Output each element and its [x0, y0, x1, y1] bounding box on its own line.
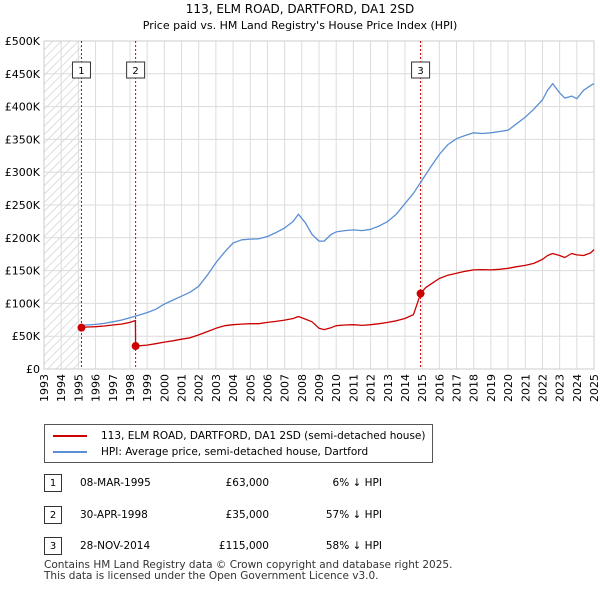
x-tick-label: 2001	[176, 374, 189, 402]
x-tick-label: 2012	[365, 374, 378, 402]
transaction-row: 2 30-APR-1998 £35,000 57% ↓ HPI	[44, 506, 444, 526]
sale-point	[77, 323, 86, 332]
transaction-hpi-diff: 57% ↓ HPI	[325, 509, 382, 521]
x-tick-label: 1995	[72, 374, 85, 402]
chart-legend: 113, ELM ROAD, DARTFORD, DA1 2SD (semi-d…	[44, 424, 433, 463]
x-tick-label: 1996	[90, 374, 103, 402]
y-tick-label: £200K	[5, 232, 41, 245]
transaction-row: 1 08-MAR-1995 £63,000 6% ↓ HPI	[44, 474, 444, 494]
y-tick-label: £250K	[5, 199, 41, 212]
x-tick-label: 2022	[536, 374, 549, 402]
x-tick-label: 2000	[158, 374, 171, 402]
transaction-row: 3 28-NOV-2014 £115,000 58% ↓ HPI	[44, 537, 444, 557]
footer-line-1: Contains HM Land Registry data © Crown c…	[44, 559, 453, 571]
y-tick-label: £150K	[5, 265, 41, 278]
y-tick-label: £300K	[5, 166, 41, 179]
x-tick-label: 2020	[502, 374, 515, 402]
x-tick-label: 2010	[330, 374, 343, 402]
x-tick-label: 2002	[193, 374, 206, 402]
x-tick-label: 2006	[261, 374, 274, 402]
y-tick-label: £500K	[5, 35, 41, 48]
y-tick-label: £450K	[5, 68, 41, 81]
legend-item-hpi: HPI: Average price, semi-detached house,…	[53, 444, 368, 460]
x-tick-label: 1993	[38, 374, 51, 402]
x-tick-label: 2013	[382, 374, 395, 402]
y-tick-label: £400K	[5, 101, 41, 114]
x-tick-label: 2018	[468, 374, 481, 402]
x-tick-label: 2003	[210, 374, 223, 402]
plot-border	[43, 40, 595, 370]
transaction-hpi-diff: 6% ↓ HPI	[332, 477, 382, 489]
transaction-date: 28-NOV-2014	[80, 540, 151, 552]
transaction-hpi-diff: 58% ↓ HPI	[325, 540, 382, 552]
series-line	[81, 249, 595, 347]
x-tick-label: 2025	[588, 374, 600, 402]
x-tick-label: 1994	[55, 374, 68, 402]
sale-marker-label: 3	[417, 66, 423, 77]
sale-marker-box	[71, 61, 91, 79]
transaction-number: 2	[44, 506, 62, 524]
x-tick-label: 2017	[451, 374, 464, 402]
sale-marker-box	[411, 61, 431, 79]
transaction-price: £35,000	[225, 509, 269, 521]
y-tick-label: £100K	[5, 297, 41, 310]
x-tick-label: 2007	[279, 374, 292, 402]
legend-swatch-hpi	[53, 451, 87, 453]
x-tick-label: 2004	[227, 374, 240, 402]
copyright-footer: Contains HM Land Registry data © Crown c…	[44, 560, 452, 582]
x-tick-label: 2005	[244, 374, 257, 402]
transaction-date: 08-MAR-1995	[80, 477, 151, 489]
sale-point	[131, 342, 140, 351]
x-tick-label: 2009	[313, 374, 326, 402]
x-tick-label: 2021	[519, 374, 532, 402]
sale-marker-label: 1	[78, 66, 84, 77]
x-tick-label: 2024	[571, 374, 584, 402]
sale-marker-box	[126, 61, 146, 79]
sale-point	[416, 289, 425, 298]
x-tick-label: 2016	[433, 374, 446, 402]
sale-marker-label: 2	[132, 66, 138, 77]
chart-subtitle: Price paid vs. HM Land Registry's House …	[143, 19, 458, 32]
x-tick-label: 2019	[485, 374, 498, 402]
transaction-date: 30-APR-1998	[80, 509, 148, 521]
x-tick-label: 1997	[107, 374, 120, 402]
x-tick-label: 2011	[347, 374, 360, 402]
legend-item-property: 113, ELM ROAD, DARTFORD, DA1 2SD (semi-d…	[53, 428, 425, 444]
transaction-price: £63,000	[225, 477, 269, 489]
transaction-number: 1	[44, 474, 62, 492]
x-tick-label: 1998	[124, 374, 137, 402]
series-line	[78, 82, 595, 327]
y-tick-label: £350K	[5, 133, 41, 146]
y-tick-label: £0	[26, 363, 40, 376]
legend-label-hpi: HPI: Average price, semi-detached house,…	[101, 446, 369, 458]
x-tick-label: 2015	[416, 374, 429, 402]
x-tick-label: 1999	[141, 374, 154, 402]
x-tick-label: 2008	[296, 374, 309, 402]
price-chart: 113, ELM ROAD, DARTFORD, DA1 2SD Price p…	[5, 2, 600, 402]
footer-line-2: This data is licensed under the Open Gov…	[44, 570, 379, 582]
legend-swatch-property	[53, 435, 87, 437]
chart-title: 113, ELM ROAD, DARTFORD, DA1 2SD	[186, 2, 414, 16]
transaction-number: 3	[44, 537, 62, 555]
transaction-price: £115,000	[218, 540, 269, 552]
legend-label-property: 113, ELM ROAD, DARTFORD, DA1 2SD (semi-d…	[101, 430, 426, 442]
x-tick-label: 2014	[399, 374, 412, 402]
x-tick-label: 2023	[554, 374, 567, 402]
y-tick-label: £50K	[12, 330, 41, 343]
